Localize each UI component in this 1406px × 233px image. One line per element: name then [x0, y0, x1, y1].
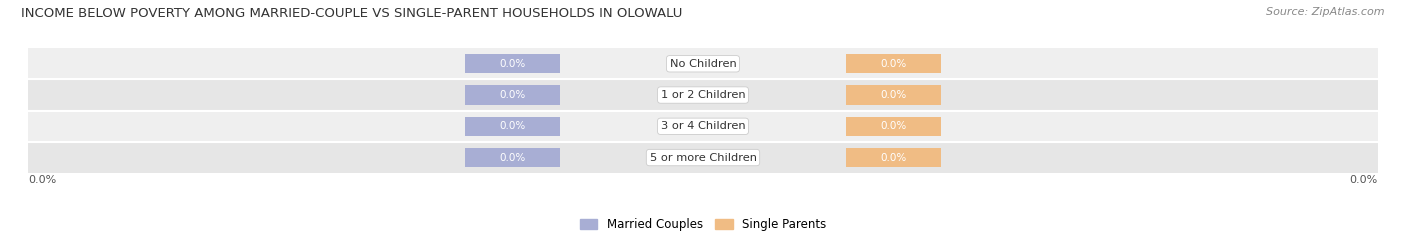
Bar	[465, 148, 560, 167]
Bar	[465, 85, 560, 105]
Text: 3 or 4 Children: 3 or 4 Children	[661, 121, 745, 131]
Bar	[28, 111, 1378, 142]
Bar	[846, 116, 941, 136]
Text: 0.0%: 0.0%	[880, 90, 907, 100]
Text: No Children: No Children	[669, 59, 737, 69]
Bar	[28, 48, 1378, 79]
Text: 1 or 2 Children: 1 or 2 Children	[661, 90, 745, 100]
Text: 0.0%: 0.0%	[499, 59, 526, 69]
Text: 0.0%: 0.0%	[28, 175, 56, 185]
Legend: Married Couples, Single Parents: Married Couples, Single Parents	[575, 213, 831, 233]
Text: 0.0%: 0.0%	[499, 153, 526, 163]
Bar	[846, 85, 941, 105]
Text: 0.0%: 0.0%	[499, 90, 526, 100]
Bar	[465, 116, 560, 136]
Bar	[465, 54, 560, 73]
Text: 5 or more Children: 5 or more Children	[650, 153, 756, 163]
Text: 0.0%: 0.0%	[499, 121, 526, 131]
Text: INCOME BELOW POVERTY AMONG MARRIED-COUPLE VS SINGLE-PARENT HOUSEHOLDS IN OLOWALU: INCOME BELOW POVERTY AMONG MARRIED-COUPL…	[21, 7, 682, 20]
Text: 0.0%: 0.0%	[880, 153, 907, 163]
Bar	[846, 54, 941, 73]
Text: Source: ZipAtlas.com: Source: ZipAtlas.com	[1267, 7, 1385, 17]
Text: 0.0%: 0.0%	[880, 59, 907, 69]
Bar	[846, 148, 941, 167]
Text: 0.0%: 0.0%	[1350, 175, 1378, 185]
Text: 0.0%: 0.0%	[880, 121, 907, 131]
Bar	[28, 142, 1378, 173]
Bar	[28, 79, 1378, 111]
